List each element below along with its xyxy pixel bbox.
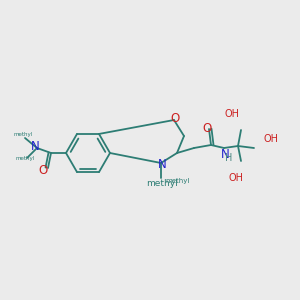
Text: methyl: methyl: [15, 156, 34, 161]
Text: O: O: [38, 164, 48, 178]
Text: O: O: [202, 122, 211, 134]
Text: methyl: methyl: [165, 178, 189, 184]
Text: OH: OH: [229, 173, 244, 183]
Text: N: N: [158, 158, 166, 170]
Text: methyl: methyl: [14, 132, 33, 137]
Text: N: N: [220, 148, 230, 161]
Text: methyl: methyl: [146, 178, 178, 188]
Text: OH: OH: [224, 109, 239, 119]
Text: N: N: [31, 140, 39, 154]
Text: O: O: [170, 112, 180, 125]
Text: H: H: [225, 153, 233, 163]
Text: OH: OH: [263, 134, 278, 144]
